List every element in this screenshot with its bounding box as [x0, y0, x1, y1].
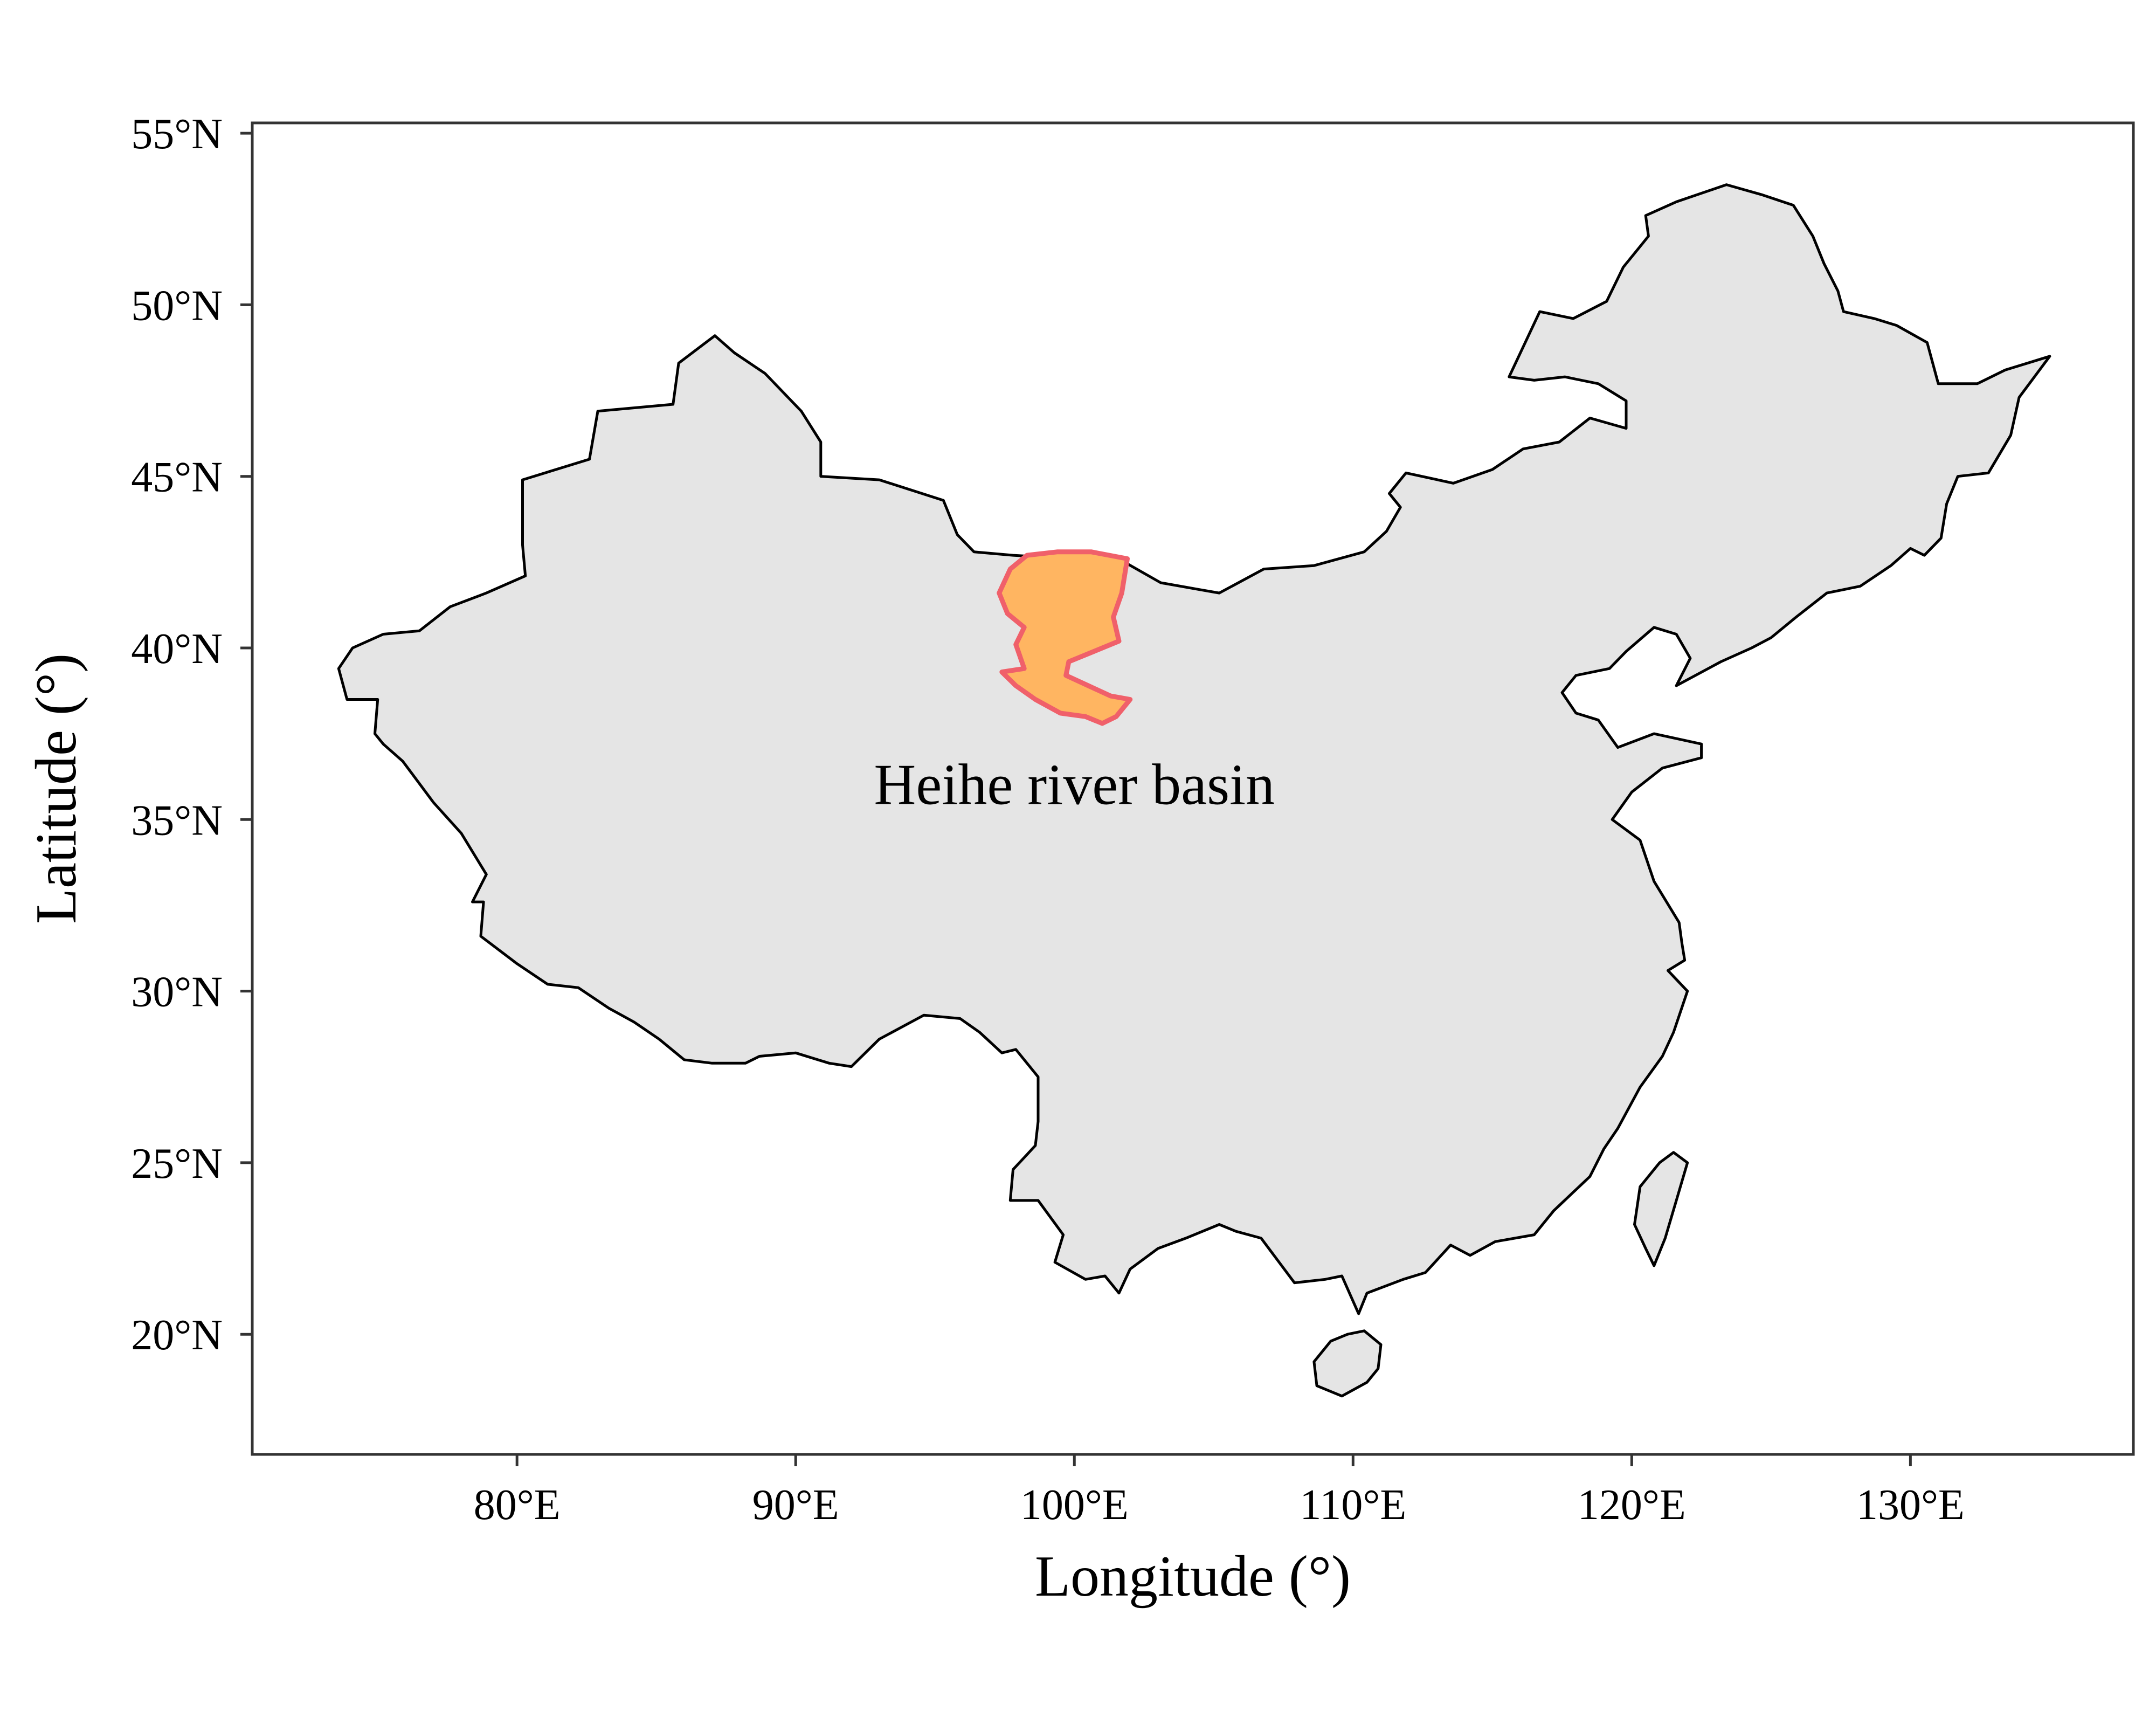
- x-tick-label: 80°E: [474, 1481, 561, 1529]
- y-tick-label: 45°N: [131, 454, 223, 501]
- x-tick-label: 120°E: [1578, 1481, 1686, 1529]
- y-tick-label: 30°N: [131, 969, 223, 1016]
- region-heihe-river-basin: [997, 549, 1133, 726]
- y-axis-title: Latitude (°): [24, 653, 88, 924]
- x-tick-label: 130°E: [1856, 1481, 1965, 1529]
- y-tick-label: 20°N: [131, 1312, 223, 1359]
- plot-panel: [337, 183, 2051, 1398]
- y-axis: 20°N 25°N 30°N 35°N 40°N 45°N 50°N 55°N: [131, 111, 252, 1359]
- x-axis: 80°E 90°E 100°E 110°E 120°E 130°E: [474, 1454, 1965, 1529]
- x-tick-label: 100°E: [1020, 1481, 1129, 1529]
- x-tick-label: 90°E: [752, 1481, 839, 1529]
- region-hainan: [1312, 1329, 1383, 1398]
- y-tick-label: 40°N: [131, 625, 223, 673]
- y-tick-label: 35°N: [131, 797, 223, 844]
- y-tick-label: 55°N: [131, 111, 223, 158]
- y-tick-label: 25°N: [131, 1140, 223, 1188]
- y-tick-label: 50°N: [131, 282, 223, 329]
- heihe-basin-label: Heihe river basin: [874, 753, 1275, 817]
- region-taiwan: [1633, 1151, 1689, 1267]
- x-tick-label: 110°E: [1300, 1481, 1406, 1529]
- x-axis-title: Longitude (°): [1035, 1544, 1351, 1609]
- plot-frame: [251, 121, 2135, 1456]
- region-mainland: [337, 183, 2051, 1315]
